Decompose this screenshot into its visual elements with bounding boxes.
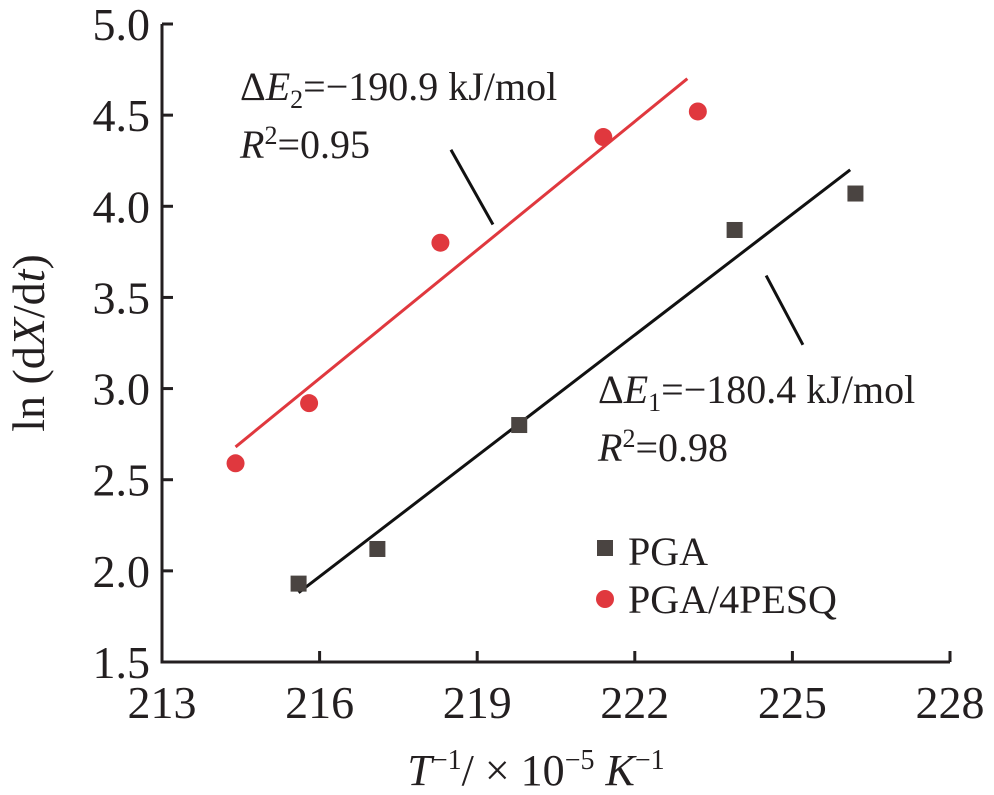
y-tick-label: 4.5 (93, 90, 151, 141)
point-pga (290, 575, 307, 592)
point-pga (847, 185, 864, 202)
point-pga-4pesq (300, 394, 319, 413)
x-tick-label: 213 (128, 677, 197, 728)
y-tick-label: 2.5 (93, 455, 151, 506)
legend-label: PGA/4PESQ (628, 577, 837, 622)
annotation-r-squared: R2=0.95 (239, 121, 370, 167)
x-tick-label: 216 (285, 677, 354, 728)
y-axis-label: ln (dX/dt) (3, 254, 54, 432)
annotation-r-squared: R2=0.98 (597, 424, 728, 470)
annotation-pointer (449, 149, 495, 226)
annotation-energy: ΔE2=−190.9 kJ/mol (240, 64, 557, 114)
y-tick-label: 2.0 (93, 546, 151, 597)
data-points (226, 102, 864, 592)
x-tick-label: 225 (758, 677, 827, 728)
legend-label: PGA (628, 529, 708, 574)
point-pga-4pesq (688, 102, 707, 121)
point-pga-4pesq (431, 233, 450, 252)
point-pga-4pesq (594, 128, 613, 147)
point-pga-4pesq (226, 454, 245, 473)
annotation-energy: ΔE1=−180.4 kJ/mol (598, 367, 915, 417)
fit-lines (234, 77, 852, 594)
point-pga (369, 540, 386, 557)
y-tick-label: 4.0 (93, 181, 151, 232)
y-tick-label: 3.0 (93, 364, 151, 415)
annotation-pointer (764, 274, 805, 346)
x-tick-label: 222 (600, 677, 669, 728)
y-tick-label: 5.0 (93, 0, 151, 50)
y-ticks: 1.5 2.0 2.5 3.0 3.5 4.0 4.5 5.0 (93, 0, 173, 688)
y-tick-label: 1.5 (93, 637, 151, 688)
fit-line-pga (297, 168, 852, 594)
point-pga (511, 417, 528, 434)
x-tick-label: 219 (443, 677, 512, 728)
legend-marker-circle (596, 590, 614, 608)
y-tick-label: 3.5 (93, 272, 151, 323)
annotations: ΔE2=−190.9 kJ/mol R2=0.95 ΔE1=−180.4 kJ/mo… (239, 64, 915, 470)
point-pga (726, 221, 743, 238)
legend-marker-square (597, 540, 613, 556)
x-axis-label: T−1/ × 10−5 K−1 (407, 745, 664, 795)
fit-line-pga-4pesq (234, 77, 689, 449)
x-ticks: 213 216 219 222 225 228 (128, 651, 985, 728)
x-tick-label: 228 (916, 677, 985, 728)
axes (160, 24, 950, 664)
